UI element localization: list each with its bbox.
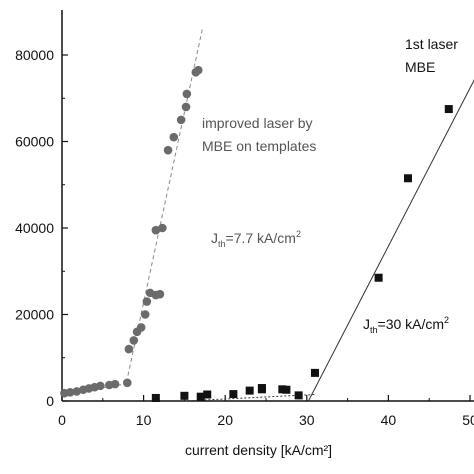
y-tick-label: 60000: [15, 134, 54, 150]
baseline-line: [184, 394, 315, 402]
threshold-right-j: J: [363, 316, 370, 332]
threshold-left-sub: th: [218, 239, 226, 249]
y-tick-label: 0: [46, 393, 54, 409]
annotation-first-line1: 1st laser: [405, 36, 458, 52]
y-tick-label: 20000: [15, 307, 54, 323]
x-ticks: 0 10 20 30 40 50: [58, 395, 474, 428]
x-tick-label: 0: [58, 412, 66, 428]
data-point-square: [310, 368, 319, 377]
data-point-circle: [72, 387, 81, 396]
threshold-left-j: J: [211, 230, 218, 246]
data-point-circle: [122, 378, 132, 388]
threshold-right-sup: 2: [444, 315, 449, 325]
threshold-right-sub: th: [370, 325, 378, 335]
x-tick-label: 40: [381, 412, 397, 428]
data-point-square: [374, 273, 383, 282]
annotation-first-line2: MBE: [405, 59, 435, 75]
data-point-square: [245, 386, 254, 395]
x-tick-label: 50: [462, 412, 474, 428]
data-point-circle: [169, 132, 179, 142]
data-point-circle: [142, 297, 152, 306]
data-point-circle: [96, 381, 105, 391]
annotation-improved-line2: MBE on templates: [202, 138, 316, 154]
threshold-right-value: =30 kA/cm: [378, 316, 445, 332]
data-point-square: [151, 393, 160, 402]
y-tick-label: 40000: [15, 220, 54, 236]
data-point-circle: [110, 379, 120, 389]
threshold-label-right: Jth=30 kA/cm2: [363, 315, 449, 335]
data-point-circle: [163, 145, 173, 155]
data-point-circle: [124, 344, 134, 354]
data-point-square: [257, 384, 266, 393]
data-point-circle: [151, 225, 161, 235]
threshold-label-left: Jth=7.7 kA/cm2: [211, 229, 301, 249]
data-point-circle: [176, 115, 186, 125]
fit-line: [125, 28, 203, 383]
data-point-circle: [136, 323, 146, 332]
annotation-improved-line1: improved laser by: [202, 115, 313, 131]
data-point-circle: [129, 336, 139, 345]
data-point-square: [294, 391, 303, 400]
data-point-square: [403, 174, 412, 183]
x-axis-title: current density [kA/cm²]: [185, 442, 332, 458]
fit-line: [307, 79, 474, 402]
data-point-circle: [65, 388, 75, 397]
y-ticks: 0 20000 40000 60000 80000: [15, 47, 68, 409]
data-point-square: [196, 392, 205, 401]
x-tick-label: 10: [136, 412, 152, 428]
data-points: [60, 65, 453, 402]
data-point-circle: [182, 89, 192, 99]
data-point-circle: [193, 65, 203, 75]
threshold-left-sup: 2: [296, 229, 301, 239]
data-point-square: [180, 391, 189, 400]
data-point-square: [278, 385, 287, 394]
data-point-square: [203, 390, 212, 399]
data-point-circle: [140, 310, 150, 319]
data-point-square: [444, 105, 453, 114]
data-point-circle: [155, 289, 165, 299]
fit-lines: [61, 28, 474, 402]
data-point-square: [282, 385, 291, 394]
x-tick-label: 20: [217, 412, 233, 428]
x-tick-label: 30: [299, 412, 315, 428]
threshold-left-value: =7.7 kA/cm: [226, 230, 296, 246]
y-tick-label: 80000: [15, 47, 54, 63]
data-point-square: [229, 390, 238, 399]
data-point-circle: [158, 223, 167, 233]
data-point-circle: [181, 102, 191, 112]
